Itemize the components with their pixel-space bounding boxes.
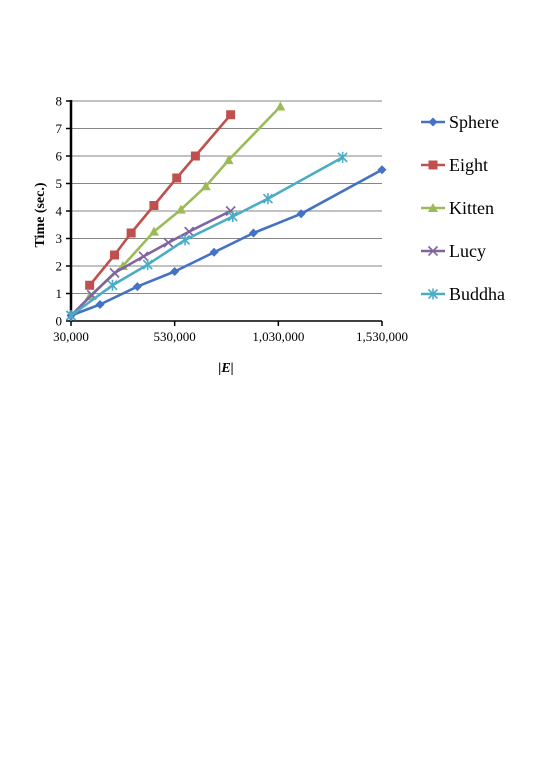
legend-marker-sphere (428, 117, 438, 127)
legend-marker-eight (428, 160, 438, 170)
data-point-sphere (132, 282, 142, 292)
legend-label-lucy: Lucy (449, 241, 486, 261)
y-tick-label: 6 (56, 149, 63, 164)
axes (66, 100, 383, 326)
data-point-lucy (163, 237, 174, 248)
data-point-kitten (148, 226, 159, 236)
data-point-sphere (296, 209, 306, 219)
tick-labels: 0 1 2 3 4 5 6 7 8 30,000 530,000 1,030,000 1,530,000 (53, 94, 408, 345)
data-point-lucy (109, 267, 120, 278)
data-point-buddha (142, 259, 153, 271)
x-tick-label: 30,000 (53, 329, 89, 344)
y-tick-label: 5 (56, 176, 63, 191)
legend-item-eight: Eight (421, 155, 488, 175)
data-point-eight (226, 110, 236, 120)
data-point-buddha (179, 234, 191, 246)
data-point-buddha (262, 193, 274, 205)
data-point-sphere (377, 165, 387, 175)
x-tick-label: 530,000 (154, 329, 196, 344)
series-sphere (66, 165, 387, 320)
legend-label-eight: Eight (449, 155, 488, 175)
data-point-buddha (65, 310, 77, 321)
data-point-kitten (175, 204, 186, 214)
data-point-buddha (337, 151, 348, 163)
gridlines (71, 100, 382, 294)
y-tick-label: 7 (56, 121, 63, 136)
data-point-kitten (223, 155, 234, 165)
x-tick-label: 1,530,000 (356, 329, 408, 344)
data-point-kitten (275, 101, 286, 111)
data-point-eight (126, 228, 136, 238)
legend-marker-lucy (427, 245, 439, 257)
data-point-eight (85, 280, 95, 290)
legend-item-buddha: Buddha (421, 284, 505, 304)
data-point-sphere (95, 300, 105, 309)
series-kitten (84, 101, 286, 301)
data-point-lucy (225, 205, 236, 217)
data-point-eight (172, 173, 182, 183)
series-eight (85, 110, 236, 290)
legend-label-buddha: Buddha (449, 284, 505, 304)
data-point-sphere (170, 267, 180, 276)
x-axis-label: |E| (218, 361, 234, 376)
legend-marker-buddha (427, 288, 439, 300)
data-point-eight (149, 201, 159, 210)
data-point-buddha (107, 279, 118, 291)
legend-item-lucy: Lucy (421, 241, 486, 261)
legend-marker-kitten (428, 203, 438, 212)
legend: Sphere Eight Kitten Lucy Buddha (421, 112, 505, 304)
legend-label-kitten: Kitten (449, 198, 494, 218)
data-point-eight (190, 151, 200, 161)
y-tick-label: 3 (56, 231, 63, 246)
data-point-lucy (184, 226, 195, 237)
series-line-sphere (70, 168, 383, 317)
y-tick-label: 0 (56, 314, 63, 329)
legend-item-sphere: Sphere (421, 112, 499, 132)
y-tick-label: 1 (56, 286, 63, 301)
series-line-buddha (70, 156, 344, 317)
x-tick-label: 1,030,000 (252, 329, 304, 344)
data-point-sphere (248, 228, 258, 238)
legend-item-kitten: Kitten (421, 198, 494, 218)
series-line-eight (88, 113, 232, 287)
series-buddha (65, 151, 348, 321)
y-tick-label: 4 (56, 204, 63, 219)
data-point-kitten (200, 181, 211, 191)
y-tick-label: 8 (56, 94, 63, 109)
data-point-sphere (209, 247, 219, 257)
data-point-lucy (138, 251, 149, 262)
data-point-buddha (227, 211, 238, 222)
legend-label-sphere: Sphere (449, 112, 499, 132)
data-point-eight (110, 250, 120, 260)
series (65, 101, 387, 321)
y-axis-label: Time (sec.) (33, 182, 48, 247)
y-tick-label: 2 (56, 259, 63, 274)
